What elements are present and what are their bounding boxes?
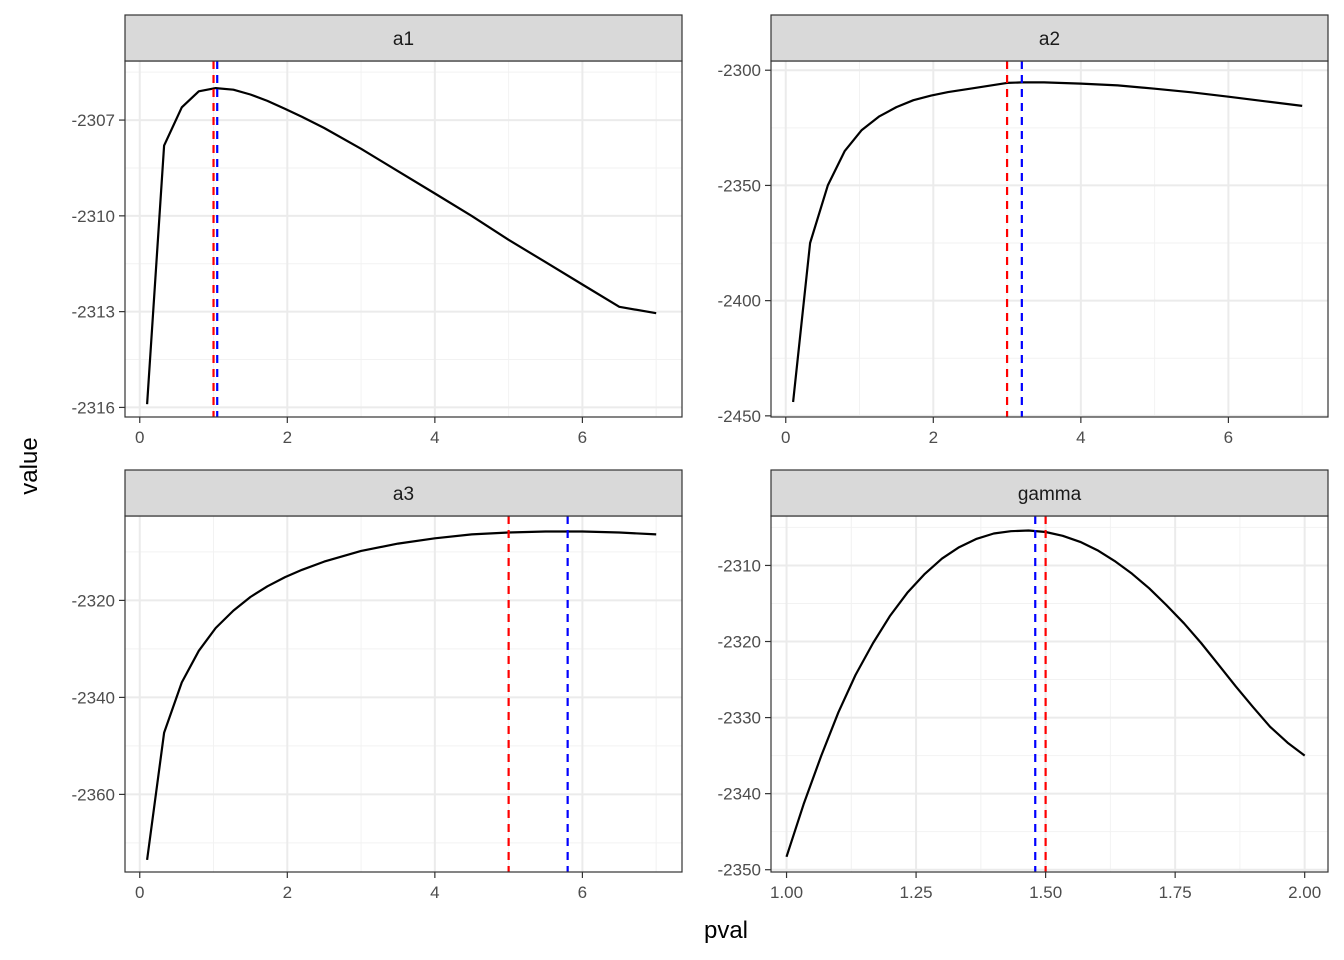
x-axis-title: pval bbox=[704, 917, 748, 944]
x-tick-label: 1.75 bbox=[1159, 883, 1192, 902]
facet-strip-label: a1 bbox=[393, 29, 414, 50]
facet-panel-a2: a2 0 2 4 6 -2300 -2350 -2400 -2450 bbox=[718, 14, 1329, 447]
y-tick-label: -2350 bbox=[718, 861, 761, 880]
x-tick-label: 2 bbox=[283, 428, 292, 447]
facet-panel-a3: a3 0 2 4 6 -2320 -2340 -2360 bbox=[72, 469, 683, 902]
series-line bbox=[146, 87, 657, 405]
facet-strip bbox=[124, 469, 683, 517]
facet-strip bbox=[770, 469, 1329, 517]
x-tick-label: 6 bbox=[578, 883, 587, 902]
y-tick-label: -2313 bbox=[72, 303, 115, 322]
series-line bbox=[792, 81, 1303, 403]
x-tick-label: 2.00 bbox=[1288, 883, 1321, 902]
y-tick-label: -2330 bbox=[718, 709, 761, 728]
y-tick-label: -2307 bbox=[72, 111, 115, 130]
facet-strip-label: gamma bbox=[1018, 484, 1082, 505]
panel-background bbox=[125, 61, 682, 417]
x-tick-label: 2 bbox=[283, 883, 292, 902]
y-tick-label: -2340 bbox=[72, 688, 115, 707]
panels-layer: a1 0 2 4 6 -2307 -2310 -2313 -2316 a2 0 2 4 6 -2300 -23… bbox=[72, 14, 1329, 902]
x-tick-label: 1.50 bbox=[1029, 883, 1062, 902]
y-tick-label: -2300 bbox=[718, 61, 761, 80]
facet-strip-label: a2 bbox=[1039, 29, 1060, 50]
y-tick-label: -2400 bbox=[718, 292, 761, 311]
facet-panel-a1: a1 0 2 4 6 -2307 -2310 -2313 -2316 bbox=[72, 14, 683, 447]
x-tick-label: 4 bbox=[1076, 428, 1085, 447]
x-tick-label: 0 bbox=[135, 883, 144, 902]
panel-background bbox=[771, 61, 1328, 417]
facet-strip-label: a3 bbox=[393, 484, 414, 505]
y-tick-label: -2450 bbox=[718, 407, 761, 426]
x-tick-label: 4 bbox=[430, 883, 439, 902]
x-tick-label: 6 bbox=[1224, 428, 1233, 447]
y-tick-label: -2320 bbox=[72, 591, 115, 610]
x-tick-label: 2 bbox=[929, 428, 938, 447]
y-tick-label: -2350 bbox=[718, 176, 761, 195]
y-tick-label: -2310 bbox=[72, 207, 115, 226]
y-axis-title: value bbox=[16, 437, 43, 494]
facet-strip bbox=[124, 14, 683, 62]
x-tick-label: 1.00 bbox=[770, 883, 803, 902]
y-tick-label: -2340 bbox=[718, 785, 761, 804]
y-tick-label: -2320 bbox=[718, 633, 761, 652]
x-tick-label: 4 bbox=[430, 428, 439, 447]
x-tick-label: 0 bbox=[135, 428, 144, 447]
x-tick-label: 6 bbox=[578, 428, 587, 447]
y-tick-label: -2360 bbox=[72, 785, 115, 804]
x-tick-label: 1.25 bbox=[900, 883, 933, 902]
panel-background bbox=[771, 516, 1328, 872]
y-tick-label: -2310 bbox=[718, 556, 761, 575]
panel-background bbox=[125, 516, 682, 872]
facet-panel-gamma: gamma 1.00 1.25 1.50 1.75 2.00 -2310 -2320 -2330… bbox=[718, 469, 1329, 902]
x-tick-label: 0 bbox=[781, 428, 790, 447]
series-line bbox=[146, 530, 657, 861]
facet-strip bbox=[770, 14, 1329, 62]
y-tick-label: -2316 bbox=[72, 398, 115, 417]
